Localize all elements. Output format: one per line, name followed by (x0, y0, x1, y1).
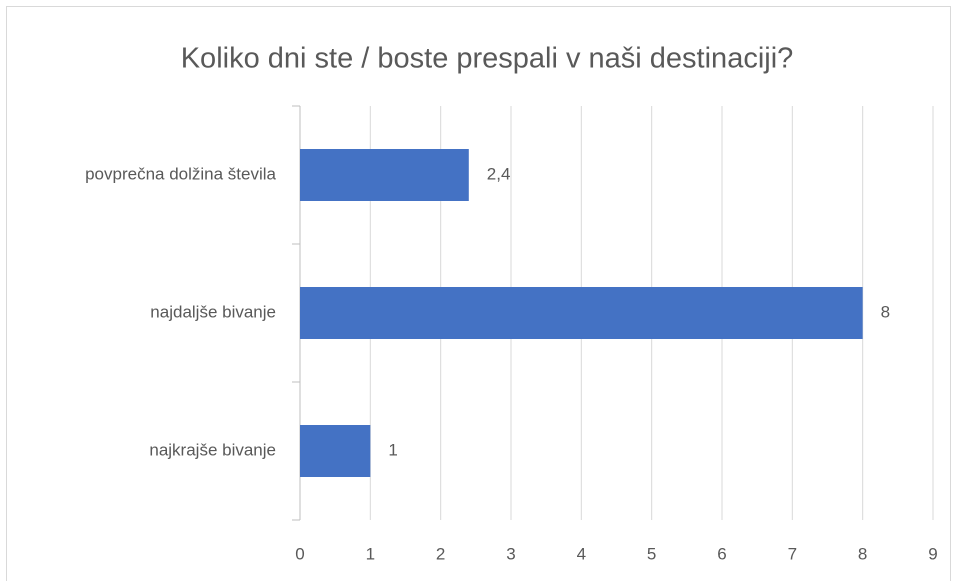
data-label: 2,4 (487, 164, 511, 183)
y-tick-label: povprečna dolžina števila (85, 164, 276, 183)
x-tick-label: 9 (928, 544, 937, 563)
x-tick-label: 0 (295, 544, 304, 563)
x-tick-label: 4 (577, 544, 586, 563)
bar (300, 287, 863, 339)
data-label: 8 (881, 302, 890, 321)
bar (300, 425, 371, 477)
data-label: 1 (388, 440, 397, 459)
x-tick-label: 7 (788, 544, 797, 563)
y-tick-label: najdaljše bivanje (150, 302, 276, 321)
x-tick-label: 3 (506, 544, 515, 563)
x-tick-label: 1 (366, 544, 375, 563)
x-tick-label: 6 (717, 544, 726, 563)
x-tick-label: 2 (436, 544, 445, 563)
x-tick-label: 5 (647, 544, 656, 563)
bar (300, 149, 469, 201)
x-tick-label: 8 (858, 544, 867, 563)
y-tick-label: najkrajše bivanje (149, 440, 276, 459)
chart-title: Koliko dni ste / boste prespali v naši d… (181, 43, 794, 75)
